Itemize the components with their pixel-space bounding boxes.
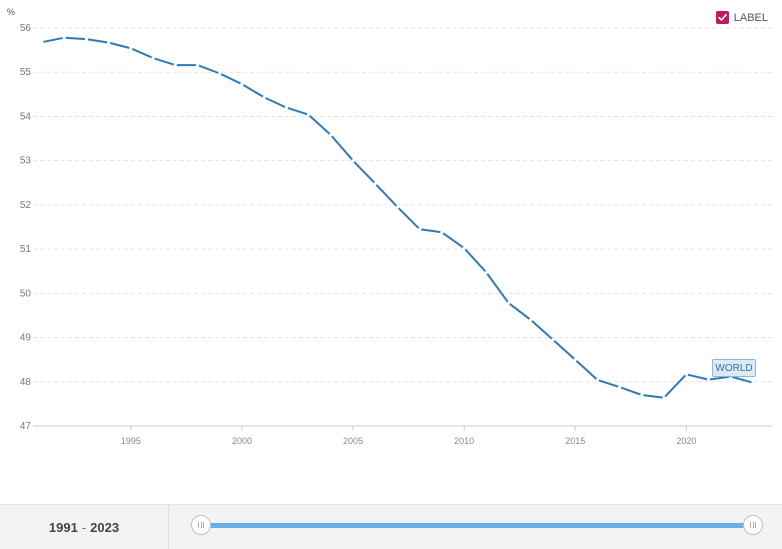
y-tick-label: 48 — [20, 377, 32, 388]
label-toggle-text: LABEL — [733, 11, 768, 24]
range-slider-start-handle[interactable] — [191, 515, 211, 535]
series-world[interactable] — [40, 36, 755, 400]
x-tick-label: 2000 — [232, 436, 252, 446]
data-point[interactable] — [551, 338, 555, 342]
data-point[interactable] — [351, 159, 355, 163]
data-point[interactable] — [440, 230, 444, 234]
data-point[interactable] — [573, 358, 577, 362]
y-tick-label: 56 — [20, 23, 32, 34]
data-point[interactable] — [595, 378, 600, 382]
data-point[interactable] — [129, 46, 133, 50]
data-point[interactable] — [506, 301, 511, 305]
y-tick-label: 55 — [20, 67, 32, 78]
y-tick-label: 47 — [20, 421, 32, 432]
data-point[interactable] — [262, 95, 266, 100]
data-point[interactable] — [40, 40, 44, 44]
x-tick-label: 1995 — [121, 436, 141, 446]
data-point[interactable] — [62, 36, 66, 40]
line-chart: 47 48 49 50 51 52 53 54 55 56 1995 2000 2005 2010 201… — [7, 7, 772, 446]
y-tick-label: 49 — [20, 333, 32, 344]
data-point[interactable] — [684, 372, 688, 376]
data-point[interactable] — [662, 396, 666, 400]
x-tick-label: 2005 — [343, 436, 363, 446]
unit-label: % — [7, 7, 15, 17]
data-point[interactable] — [107, 40, 111, 45]
data-point[interactable] — [484, 270, 488, 275]
y-tick-label: 51 — [20, 244, 32, 255]
data-point[interactable] — [84, 37, 89, 41]
data-point[interactable] — [462, 246, 466, 250]
grip-icon — [750, 522, 756, 528]
data-point[interactable] — [151, 56, 155, 60]
data-point[interactable] — [173, 63, 177, 67]
data-point[interactable] — [329, 133, 333, 137]
x-tick-label: 2020 — [676, 436, 696, 446]
data-point[interactable] — [706, 377, 711, 382]
series-line[interactable] — [41, 36, 754, 399]
data-point[interactable] — [218, 71, 222, 76]
y-tick-label: 53 — [20, 156, 32, 167]
y-tick-label: 54 — [20, 111, 32, 122]
grip-icon — [198, 522, 204, 528]
x-tick-label: 2015 — [565, 436, 585, 446]
x-axis-ticks: 1995 2000 2005 2010 2015 2020 — [121, 426, 696, 446]
range-slider-end-handle[interactable] — [743, 515, 763, 535]
data-point[interactable] — [418, 227, 422, 231]
y-tick-label: 52 — [20, 200, 32, 211]
date-range-text: 1991 - 2023 — [0, 505, 168, 549]
footer-divider — [168, 505, 169, 549]
data-point[interactable] — [373, 182, 377, 186]
y-tick-label: 50 — [20, 288, 32, 299]
range-end: 2023 — [90, 519, 120, 535]
data-point[interactable] — [618, 385, 622, 389]
data-point[interactable] — [529, 318, 533, 322]
data-point[interactable] — [195, 63, 200, 67]
data-point[interactable] — [640, 393, 644, 397]
data-point[interactable] — [284, 106, 289, 110]
range-slider-track[interactable] — [201, 523, 753, 528]
data-point[interactable] — [307, 113, 311, 117]
series-label-world: WORLD — [712, 359, 756, 377]
y-axis-ticks: 47 48 49 50 51 52 53 54 55 56 — [20, 23, 32, 432]
range-separator: - — [81, 519, 87, 535]
data-point[interactable] — [751, 381, 755, 385]
checkmark-icon — [717, 14, 727, 21]
data-point[interactable] — [395, 205, 400, 209]
label-checkbox[interactable] — [715, 11, 729, 24]
data-point[interactable] — [240, 82, 244, 86]
label-toggle[interactable]: LABEL — [715, 11, 768, 24]
gridlines — [33, 27, 772, 383]
x-tick-label: 2010 — [454, 436, 474, 446]
range-start: 1991 — [48, 519, 78, 535]
